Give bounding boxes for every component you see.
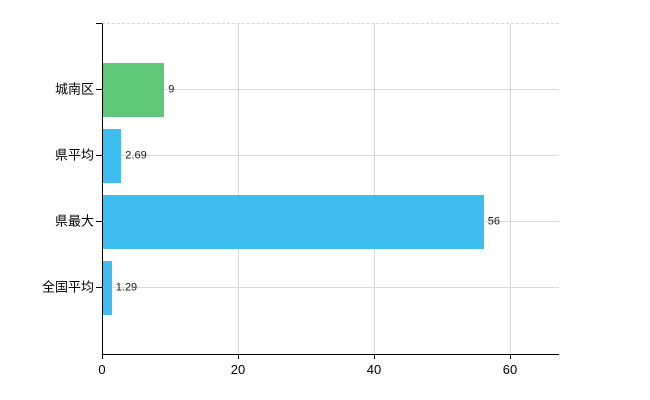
category-label: 全国平均 <box>41 279 94 295</box>
bar-value-label: 9 <box>168 83 175 96</box>
y-axis-top-tick-mark <box>96 23 102 24</box>
category-label: 城南区 <box>54 81 94 97</box>
h-gridline <box>103 155 559 156</box>
plot-area: 9 2.69 56 1.29 <box>102 23 559 355</box>
v-gridline <box>374 24 375 354</box>
bar <box>103 261 112 315</box>
bar <box>103 129 122 183</box>
x-tick-mark <box>102 354 103 359</box>
category-label: 県最大 <box>54 213 94 229</box>
x-tick-label: 0 <box>98 362 106 377</box>
bar-value-label: 2.69 <box>125 149 147 162</box>
x-tick-label: 40 <box>366 362 382 377</box>
v-gridline <box>238 24 239 354</box>
h-gridline <box>103 287 559 288</box>
bar-value-label: 56 <box>487 215 501 228</box>
y-tick-mark <box>96 287 102 288</box>
x-tick-mark <box>374 354 375 359</box>
bar-value-label: 1.29 <box>115 281 138 294</box>
y-tick-mark <box>96 221 102 222</box>
y-tick-mark <box>96 155 102 156</box>
x-tick-label: 20 <box>230 362 246 377</box>
category-label: 県平均 <box>54 147 94 163</box>
y-tick-mark <box>96 89 102 90</box>
x-tick-mark <box>510 354 511 359</box>
v-gridline <box>510 24 511 354</box>
x-tick-mark <box>238 354 239 359</box>
x-tick-label: 60 <box>502 362 518 377</box>
bar <box>103 195 484 249</box>
h-gridline <box>103 89 559 90</box>
bar <box>103 63 165 117</box>
